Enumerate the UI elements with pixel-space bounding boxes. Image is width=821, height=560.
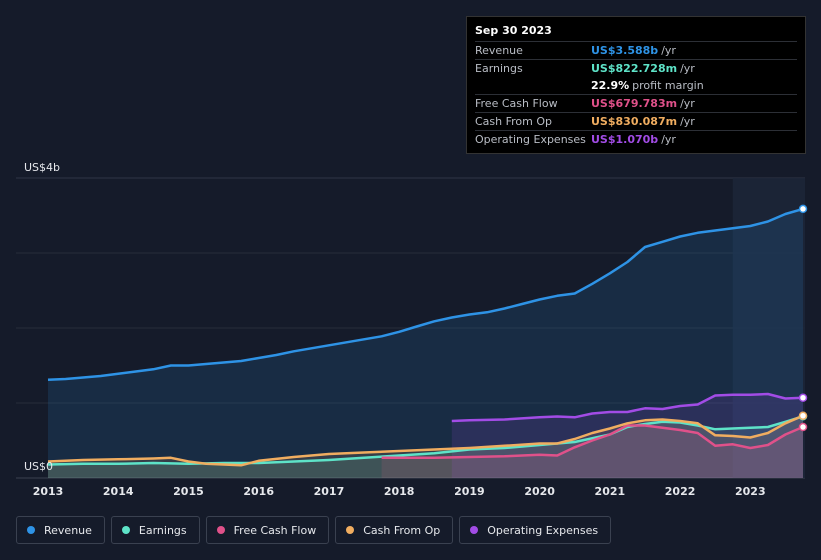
- legend-label: Revenue: [44, 523, 92, 537]
- tooltip-row: Revenue US$3.588b/yr: [475, 41, 797, 59]
- tooltip-row-value: US$830.087m: [591, 115, 678, 128]
- legend-label: Free Cash Flow: [233, 523, 317, 537]
- x-tick-2020: 2020: [524, 485, 555, 498]
- legend-dot-icon: [27, 526, 35, 534]
- tooltip-rows: Revenue US$3.588b/yr Earnings US$822.728m/y…: [475, 41, 797, 148]
- legend-dot-icon: [216, 526, 225, 534]
- x-tick-2023: 2023: [735, 485, 766, 498]
- y-top-label: US$4b: [24, 161, 60, 174]
- tooltip-row-label: Cash From Op: [475, 115, 553, 128]
- legend-item-free-cash-flow[interactable]: Free Cash Flow: [205, 516, 330, 544]
- line-free-cash-flow: [381, 424, 804, 460]
- chart-svg: US$4b US$0 2013 2014 2015 2016 2017 2018 2019 2…: [16, 161, 808, 498]
- end-marker-revenue: [798, 204, 808, 214]
- tooltip-row: Cash From Op US$830.087m/yr: [475, 112, 797, 130]
- area-operating-expenses: [451, 394, 803, 478]
- tooltip-row-unit: /yr: [661, 133, 676, 146]
- tooltip-row-label: Earnings: [475, 62, 523, 75]
- x-axis-ticks: 2013 2014 2015 2016 2017 2018 2019 2020 2021 2022…: [33, 485, 766, 498]
- line-revenue: [47, 207, 804, 382]
- x-tick-2021: 2021: [595, 485, 626, 498]
- tooltip-row-unit: /yr: [680, 97, 695, 110]
- tooltip-row-value: US$1.070b: [591, 133, 659, 146]
- end-marker-free-cash-flow: [798, 422, 808, 432]
- x-tick-2014: 2014: [103, 485, 134, 498]
- tooltip-row-value: 22.9%: [591, 79, 630, 92]
- tooltip-row-value: US$3.588b: [591, 44, 659, 57]
- end-marker-operating-expenses: [798, 393, 808, 402]
- tooltip-row-unit: /yr: [680, 62, 695, 75]
- tooltip-row: 22.9% profit margin: [475, 77, 797, 94]
- legend-dot-icon: [470, 526, 479, 534]
- tooltip-panel: Sep 30 2023 Revenue US$3.588b/yr Earnings U…: [466, 16, 806, 154]
- legend: Revenue Earnings Free Cash Flow Cash From O…: [16, 516, 612, 544]
- x-tick-2017: 2017: [314, 485, 345, 498]
- tooltip-date: Sep 30 2023: [475, 24, 552, 37]
- tooltip-row-unit: /yr: [680, 115, 695, 128]
- legend-label: Cash From Op: [363, 523, 441, 537]
- y-bottom-label: US$0: [24, 460, 53, 473]
- tooltip-row: Free Cash Flow US$679.783m/yr: [475, 94, 797, 112]
- x-tick-2022: 2022: [665, 485, 696, 498]
- tooltip-row-unit: /yr: [661, 44, 676, 57]
- legend-item-cash-from-op[interactable]: Cash From Op: [335, 516, 454, 544]
- area-revenue: [48, 208, 803, 478]
- tooltip-row: Operating Expenses US$1.070b/yr: [475, 130, 797, 148]
- series-areas: [48, 208, 803, 478]
- tooltip-row-value: US$679.783m: [591, 97, 678, 110]
- x-tick-2018: 2018: [384, 485, 415, 498]
- area-free-cash-flow: [381, 425, 803, 478]
- legend-item-operating-expenses[interactable]: Operating Expenses: [459, 516, 612, 544]
- tooltip-row-unit: profit margin: [632, 79, 704, 92]
- tooltip-row-label: [475, 77, 591, 94]
- legend-dot-icon: [121, 526, 130, 534]
- series-lines: [47, 207, 804, 467]
- tooltip-row-label: Free Cash Flow: [475, 97, 558, 110]
- tooltip-row-label: Revenue: [475, 44, 523, 57]
- line-operating-expenses: [451, 392, 804, 423]
- x-tick-2019: 2019: [454, 485, 485, 498]
- legend-dot-icon: [346, 526, 355, 534]
- tooltip-row-value: US$822.728m: [591, 62, 678, 75]
- x-tick-2016: 2016: [243, 485, 274, 498]
- legend-label: Operating Expenses: [487, 523, 599, 537]
- legend-item-revenue[interactable]: Revenue: [16, 516, 105, 544]
- end-marker-cash-from-op: [798, 411, 808, 420]
- legend-label: Earnings: [138, 523, 187, 537]
- tooltip-row-label: Operating Expenses: [475, 133, 586, 146]
- legend-item-earnings[interactable]: Earnings: [110, 516, 200, 544]
- tooltip-row: Earnings US$822.728m/yr: [475, 59, 797, 77]
- line-cash-from-op: [47, 414, 804, 467]
- series-end-markers: [798, 204, 808, 432]
- area-earnings: [48, 416, 803, 478]
- x-tick-2013: 2013: [33, 485, 64, 498]
- x-tick-2015: 2015: [173, 485, 204, 498]
